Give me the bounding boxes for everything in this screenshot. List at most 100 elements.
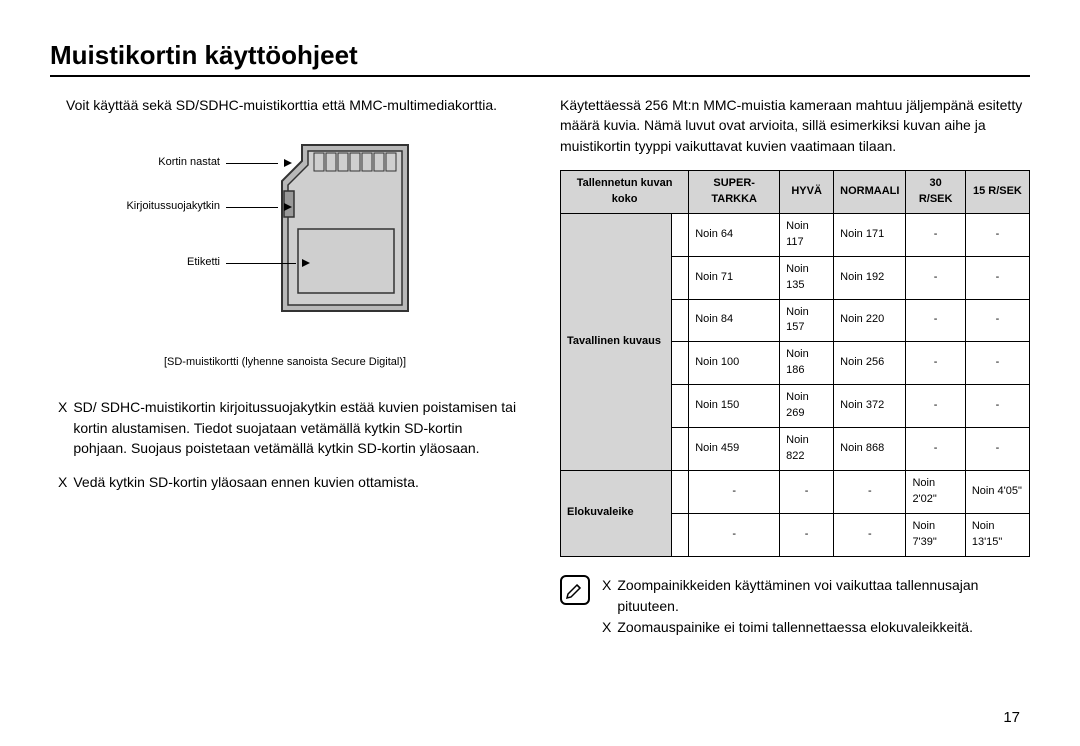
table-cell: Noin 186 [780,342,834,385]
sd-caption: [SD-muistikortti (lyhenne sanoista Secur… [50,355,520,371]
rowhead-elokuva: Elokuvaleike [561,471,672,557]
label-wp: Kirjoitussuojakytkin [110,199,220,215]
table-cell: - [906,428,965,471]
table-cell: Noin 100 [689,342,780,385]
table-cell: - [834,513,906,556]
table-cell: - [906,256,965,299]
table-cell: - [834,471,906,514]
right-column: Käytettäessä 256 Mt:n MMC-muistia kamera… [560,95,1030,638]
table-cell: Noin 256 [834,342,906,385]
size-cell [671,213,689,256]
table-cell: Noin 13'15" [965,513,1029,556]
note-2-text: Zoomauspainike ei toimi tallennettaessa … [617,617,973,638]
size-cell [671,471,689,514]
table-header-row: Tallennetun kuvan koko SUPER-TARKKA HYVÄ… [561,170,1030,213]
table-cell: Noin 192 [834,256,906,299]
label-pins-row: Kortin nastat [110,155,292,171]
table-cell: Noin 2'02" [906,471,965,514]
th-size: Tallennetun kuvan koko [561,170,689,213]
size-cell [671,256,689,299]
label-wp-row: Kirjoitussuojakytkin [110,199,292,215]
th-norm: NORMAALI [834,170,906,213]
table-cell: Noin 135 [780,256,834,299]
table-cell: Noin 64 [689,213,780,256]
page-title: Muistikortin käyttöohjeet [50,40,1030,71]
arrow-icon [284,203,292,211]
table-cell: - [906,385,965,428]
table-cell: Noin 372 [834,385,906,428]
bullet-marker: X [58,397,67,458]
left-bullet-2-text: Vedä kytkin SD-kortin yläosaan ennen kuv… [73,472,419,492]
table-cell: Noin 157 [780,299,834,342]
note-lines: XZoompainikkeiden käyttäminen voi vaikut… [602,575,1030,638]
table-cell: Noin 171 [834,213,906,256]
size-cell [671,385,689,428]
sd-card-icon [280,143,410,313]
capacity-table: Tallennetun kuvan koko SUPER-TARKKA HYVÄ… [560,170,1030,557]
table-cell: - [965,385,1029,428]
arrow-icon [302,259,310,267]
table-cell: - [965,299,1029,342]
th-30: 30 R/SEK [906,170,965,213]
label-etiketti: Etiketti [110,255,220,271]
lead-line-pins [226,163,278,164]
title-rule [50,75,1030,77]
table-cell: - [906,342,965,385]
note-2: X Zoomauspainike ei toimi tallennettaessa… [602,617,1030,638]
th-hyva: HYVÄ [780,170,834,213]
th-super: SUPER-TARKKA [689,170,780,213]
table-body: Tavallinen kuvaus Noin 64Noin 117Noin 17… [561,213,1030,556]
size-cell [671,513,689,556]
label-etiketti-row: Etiketti [110,255,310,271]
label-pins: Kortin nastat [110,155,220,171]
right-intro: Käytettäessä 256 Mt:n MMC-muistia kamera… [560,95,1030,156]
table-cell: - [965,342,1029,385]
content-columns: Voit käyttää sekä SD/SDHC-muistikorttia … [50,95,1030,638]
note-1: XZoompainikkeiden käyttäminen voi vaikut… [602,575,1030,617]
note-icon [560,575,590,605]
lead-line-label [226,263,296,264]
table-cell: Noin 868 [834,428,906,471]
th-15: 15 R/SEK [965,170,1029,213]
table-cell: - [906,213,965,256]
table-cell: Noin 71 [689,256,780,299]
bullet-marker: X [602,575,611,617]
size-cell [671,299,689,342]
page-number: 17 [1003,709,1020,726]
table-cell: Noin 117 [780,213,834,256]
lead-line-wp [226,207,278,208]
table-cell: Noin 7'39" [906,513,965,556]
table-cell: Noin 822 [780,428,834,471]
table-cell: - [689,513,780,556]
table-cell: - [780,513,834,556]
pencil-note-icon [565,580,585,600]
left-bullet-1-text: SD/ SDHC-muistikortin kirjoitussuojakytk… [73,397,520,458]
table-cell: - [965,428,1029,471]
size-cell [671,342,689,385]
bullet-marker: X [602,617,611,638]
table-cell: - [965,256,1029,299]
table-cell: - [780,471,834,514]
notes-block: XZoompainikkeiden käyttäminen voi vaikut… [560,575,1030,638]
left-bullet-1: X SD/ SDHC-muistikortin kirjoitussuojaky… [50,397,520,458]
left-bullet-2: X Vedä kytkin SD-kortin yläosaan ennen k… [50,472,520,492]
left-column: Voit käyttää sekä SD/SDHC-muistikorttia … [50,95,520,638]
table-cell: - [906,299,965,342]
table-cell: Noin 459 [689,428,780,471]
table-cell: Noin 269 [780,385,834,428]
rowhead-tavallinen: Tavallinen kuvaus [561,213,672,470]
left-intro: Voit käyttää sekä SD/SDHC-muistikorttia … [50,95,520,115]
table-cell: - [965,213,1029,256]
sd-diagram: Kortin nastat Kirjoitussuojakytkin Etike… [50,143,520,343]
note-1-text: Zoompainikkeiden käyttäminen voi vaikutt… [617,575,1030,617]
table-row: Tavallinen kuvaus Noin 64Noin 117Noin 17… [561,213,1030,256]
table-cell: - [689,471,780,514]
arrow-icon [284,159,292,167]
table-cell: Noin 150 [689,385,780,428]
table-cell: Noin 84 [689,299,780,342]
bullet-marker: X [58,472,67,492]
table-cell: Noin 4'05" [965,471,1029,514]
table-cell: Noin 220 [834,299,906,342]
table-row: Elokuvaleike ---Noin 2'02"Noin 4'05" [561,471,1030,514]
size-cell [671,428,689,471]
